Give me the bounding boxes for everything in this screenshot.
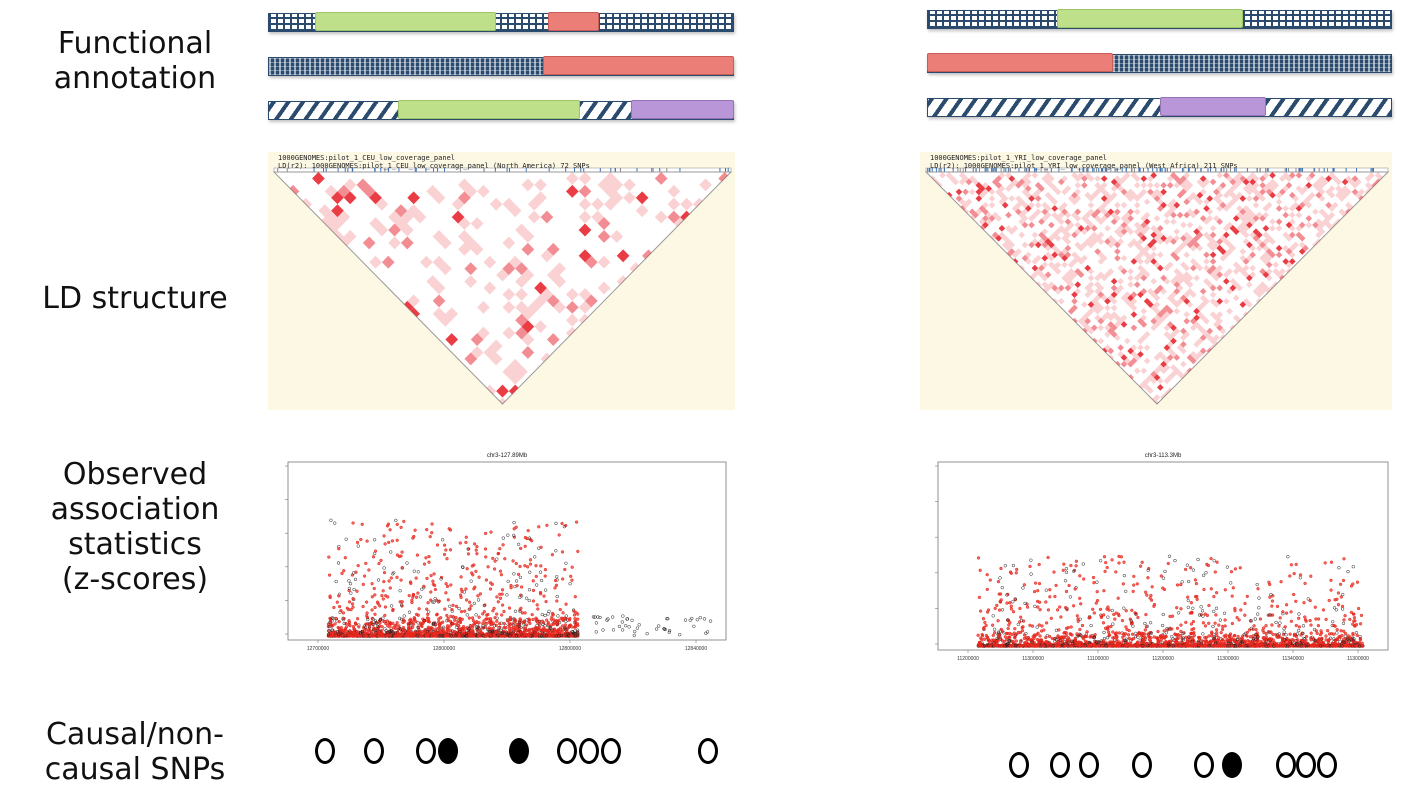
- non-causal-snp-marker: [557, 738, 578, 764]
- annotation-track-grid: [268, 12, 734, 32]
- x-tick-label: 12840000: [685, 646, 707, 652]
- x-tick-label: 11100000: [1087, 656, 1109, 662]
- ld-caption-2: LD(r2): 1000GENOMES:pilot_1_CEU_low_cove…: [278, 162, 590, 170]
- label-line: LD structure: [42, 281, 228, 316]
- non-causal-snp-marker: [601, 738, 622, 764]
- non-causal-snp-marker: [1193, 752, 1214, 778]
- feature-green: [314, 12, 497, 31]
- causal-snp-marker: [508, 738, 529, 764]
- non-causal-snp-marker: [579, 738, 600, 764]
- ld-caption-2: LD(r2): 1000GENOMES:pilot_1_YRI_low_cove…: [930, 162, 1238, 170]
- annotation-track-diag: [268, 100, 734, 120]
- feature-red: [547, 12, 599, 31]
- label-line: association: [50, 492, 220, 527]
- association-scatter: chr3-127.89Mb 12700000 12800000 12800000 128…: [285, 453, 727, 652]
- label-line: (z-scores): [61, 562, 209, 597]
- label-line: Causal/non-: [45, 717, 224, 752]
- non-causal-snp-marker: [1050, 752, 1071, 778]
- non-causal-snp-marker: [698, 738, 718, 764]
- left-tracks: [268, 12, 734, 123]
- non-causal-snp-marker: [315, 738, 336, 764]
- label-line: statistics: [68, 527, 202, 562]
- right-snp-row: [960, 752, 1390, 782]
- feature-green: [1057, 9, 1244, 28]
- label-functional-annotation: Functional annotation: [0, 26, 270, 96]
- annotation-track-grid: [927, 9, 1392, 29]
- feature-green: [398, 100, 581, 119]
- right-tracks: [927, 9, 1392, 123]
- x-tick-label: 12800000: [559, 646, 581, 652]
- feature-red: [927, 53, 1113, 72]
- left-ld-plot: 1000GENOMES:pilot_1_CEU_low_coverage_pan…: [268, 152, 735, 410]
- annotation-track-diag: [927, 97, 1392, 117]
- non-causal-snp-marker: [416, 738, 437, 764]
- x-tick-label: 11300000: [1022, 656, 1044, 662]
- ld-heatmap: [924, 167, 1390, 405]
- x-tick-label: 11340000: [1282, 656, 1304, 662]
- non-causal-snp-marker: [1275, 752, 1296, 778]
- non-causal-snp-marker: [1132, 752, 1153, 778]
- x-tick-label: 12700000: [307, 646, 329, 652]
- label-line: Functional: [57, 26, 213, 61]
- non-causal-snp-marker: [1009, 752, 1030, 778]
- feature-red: [542, 56, 734, 75]
- x-tick-label: 12800000: [433, 646, 455, 652]
- label-line: annotation: [53, 61, 217, 96]
- non-causal-snp-marker: [1296, 752, 1317, 778]
- non-causal-snp-marker: [1078, 752, 1099, 778]
- x-tick-label: 11200000: [1152, 656, 1174, 662]
- plot-title: chr3-127.89Mb: [487, 453, 528, 459]
- label-ld-structure: LD structure: [0, 281, 270, 316]
- association-scatter: chr3-113.3Mb 11200000 11300000 11100000 1120…: [935, 453, 1389, 662]
- left-snp-row: [280, 738, 740, 768]
- label-association-statistics: Observed association statistics (z-score…: [0, 457, 270, 597]
- label-line: Observed: [62, 457, 208, 492]
- ld-heatmap: [272, 167, 733, 405]
- non-causal-snp-marker: [363, 738, 384, 764]
- non-causal-snp-marker: [1316, 752, 1337, 778]
- causal-snp-marker: [1222, 752, 1243, 778]
- plot-title: chr3-113.3Mb: [1145, 453, 1182, 459]
- ld-caption-1: 1000GENOMES:pilot_1_YRI_low_coverage_pan…: [930, 154, 1108, 162]
- x-tick-label: 11200000: [957, 656, 979, 662]
- causal-snp-marker: [438, 738, 459, 764]
- left-association-plot: chr3-127.89Mb 12700000 12800000 12800000 128…: [270, 448, 730, 660]
- right-ld-plot: 1000GENOMES:pilot_1_YRI_low_coverage_pan…: [920, 152, 1392, 410]
- label-causal-snps: Causal/non- causal SNPs: [0, 717, 270, 787]
- right-association-plot: chr3-113.3Mb 11200000 11300000 11100000 1120…: [920, 448, 1392, 670]
- ld-caption-1: 1000GENOMES:pilot_1_CEU_low_coverage_pan…: [278, 154, 456, 162]
- annotation-track-dots: [927, 53, 1392, 73]
- annotation-track-dots: [268, 56, 734, 76]
- x-tick-label: 11300000: [1217, 656, 1239, 662]
- label-line: causal SNPs: [44, 752, 226, 787]
- feature-purple: [631, 100, 734, 119]
- feature-purple: [1159, 97, 1267, 116]
- x-tick-label: 11300000: [1347, 656, 1369, 662]
